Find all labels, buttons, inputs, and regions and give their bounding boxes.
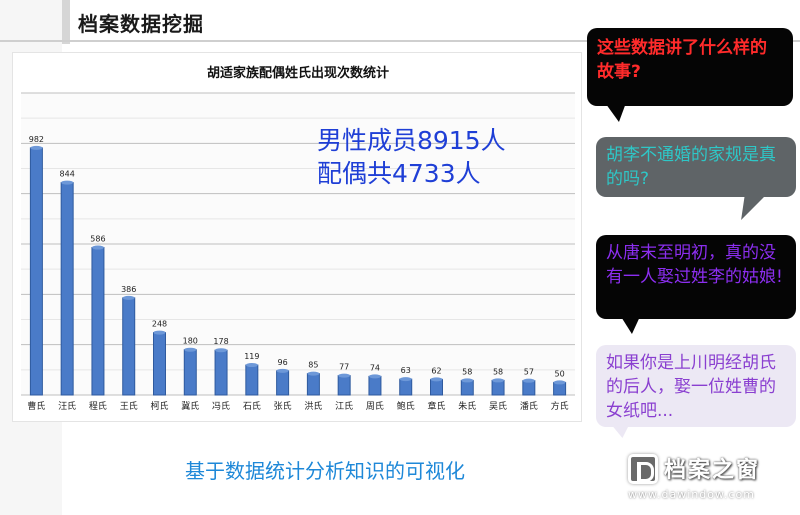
data-label: 57: [524, 368, 534, 377]
data-label: 96: [278, 358, 288, 367]
data-label: 248: [152, 320, 167, 329]
data-label: 77: [339, 363, 349, 372]
bar-cap: [245, 363, 258, 368]
bar: [60, 182, 74, 396]
bar-cap: [153, 330, 166, 335]
bar: [368, 375, 382, 396]
bar-cap: [368, 374, 381, 379]
bar-cap: [276, 368, 289, 373]
bar: [522, 380, 536, 396]
bar: [29, 147, 43, 396]
stats-male-members: 男性成员8915人: [317, 126, 506, 155]
x-tick-label: 汪氏: [58, 401, 76, 412]
x-tick-label: 周氏: [366, 401, 384, 412]
x-tick-label: 鲍氏: [397, 400, 415, 412]
bar-cap: [430, 377, 443, 382]
x-tick-label: 吴氏: [489, 401, 507, 412]
data-label: 586: [90, 235, 105, 244]
speech-bubble-joke: 如果你是上川明经胡氏的后人，娶一位姓曹的女纸吧...: [596, 345, 796, 427]
speech-bubble-rule: 胡李不通婚的家规是真的吗?: [596, 137, 796, 197]
bar: [276, 370, 290, 396]
bar-cap: [492, 378, 505, 383]
data-label: 74: [370, 363, 380, 372]
data-label: 58: [462, 367, 472, 376]
bar-cap: [61, 180, 74, 185]
data-label: 180: [183, 337, 198, 346]
stats-spouses: 配偶共4733人: [317, 159, 481, 188]
x-tick-label: 洪氏: [304, 400, 322, 412]
caption: 基于数据统计分析知识的可视化: [185, 459, 465, 483]
x-tick-label: 方氏: [551, 400, 569, 412]
x-tick-label: 柯氏: [150, 400, 168, 412]
bubble-tail: [731, 194, 767, 220]
slide-title: 档案数据挖掘: [78, 12, 204, 36]
bar-cap: [338, 373, 351, 378]
bar: [153, 332, 166, 396]
x-tick-label: 章氏: [427, 400, 445, 412]
watermark-url: www.dawindow.com: [628, 488, 755, 501]
data-label: 63: [401, 366, 411, 375]
bar-cap: [553, 380, 566, 385]
x-tick-label: 潘氏: [520, 400, 538, 412]
data-label: 58: [493, 367, 503, 376]
data-label: 62: [431, 366, 441, 375]
x-tick-label: 曹氏: [27, 400, 45, 412]
bar: [337, 375, 351, 396]
corner-tab-decor: [62, 0, 70, 44]
chart-title: 胡适家族配偶姓氏出现次数统计: [207, 65, 389, 81]
data-label: 50: [555, 369, 565, 378]
bar-cap: [307, 371, 320, 376]
watermark-logo: 档案之窗 www.dawindow.com: [628, 452, 788, 508]
data-label: 85: [308, 361, 318, 370]
data-label: 982: [29, 135, 44, 144]
bar: [306, 373, 320, 396]
x-tick-label: 王氏: [120, 401, 138, 412]
bar: [430, 378, 443, 396]
data-label: 844: [60, 170, 75, 179]
bar-chart: 胡适家族配偶姓氏出现次数统计 982 曹氏 844 汪氏 586 程氏 386 王氏 248 柯氏…: [21, 65, 575, 412]
bar-cap: [30, 145, 43, 150]
bar-cap: [461, 378, 474, 383]
x-tick-label: 冯氏: [212, 401, 230, 412]
bar: [122, 297, 136, 396]
bar-cap: [91, 245, 104, 250]
bar-cap: [122, 295, 135, 300]
x-tick-label: 冀氏: [181, 400, 199, 412]
bar: [183, 349, 197, 396]
data-label: 386: [121, 285, 136, 294]
x-tick-label: 程氏: [89, 401, 107, 412]
x-tick-label: 石氏: [243, 401, 261, 412]
bar: [245, 364, 259, 396]
bar-cap: [215, 348, 228, 353]
bar-cap: [184, 347, 197, 352]
x-tick-label: 朱氏: [458, 400, 476, 412]
stats-overlay: 男性成员8915人 配偶共4733人: [317, 124, 506, 190]
bar-cap: [399, 377, 412, 382]
bar-chart-panel: 胡适家族配偶姓氏出现次数统计 982 曹氏 844 汪氏 586 程氏 386 王氏 248 柯氏…: [12, 52, 582, 422]
speech-bubble-question: 这些数据讲了什么样的故事?: [587, 28, 793, 106]
bar: [399, 378, 413, 396]
watermark-text: 档案之窗: [664, 458, 761, 483]
x-tick-label: 江氏: [335, 401, 353, 412]
bar: [214, 349, 228, 396]
logo-icon: [628, 454, 658, 484]
header-divider: [0, 40, 800, 42]
bar-cap: [522, 378, 535, 383]
bar: [460, 379, 474, 396]
data-label: 119: [244, 352, 259, 361]
data-label: 178: [213, 337, 228, 346]
x-tick-label: 张氏: [274, 401, 292, 412]
speech-bubble-finding: 从唐末至明初，真的没有一人娶过姓李的姑娘!: [596, 235, 796, 319]
bar: [91, 247, 105, 396]
bar: [491, 379, 505, 396]
